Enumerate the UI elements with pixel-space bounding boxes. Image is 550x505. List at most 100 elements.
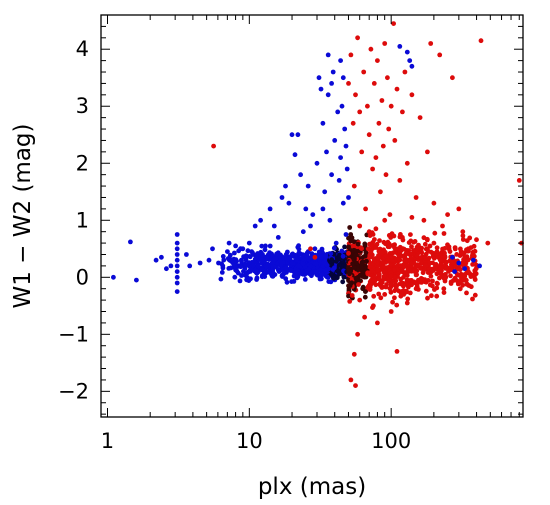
data-point: [308, 223, 313, 229]
data-point: [320, 120, 326, 126]
data-point: [332, 265, 337, 271]
data-point: [448, 273, 453, 279]
y-tick-label: 2: [76, 151, 89, 175]
data-point: [174, 263, 180, 269]
data-point: [390, 299, 395, 305]
data-point: [353, 276, 359, 281]
data-point: [346, 250, 351, 256]
data-point: [174, 280, 180, 286]
data-point: [442, 246, 448, 251]
data-point: [371, 81, 377, 86]
data-point: [437, 257, 443, 263]
data-point: [402, 270, 408, 276]
data-point: [404, 251, 410, 257]
data-point: [428, 273, 434, 279]
data-point: [470, 296, 475, 302]
data-point: [379, 280, 385, 285]
data-point: [392, 295, 397, 301]
data-point: [174, 289, 180, 294]
data-point: [378, 295, 384, 301]
data-point: [368, 243, 374, 248]
data-point: [392, 245, 397, 250]
data-point: [442, 254, 448, 260]
data-point: [429, 268, 435, 274]
data-point: [347, 225, 353, 230]
data-point: [313, 269, 319, 274]
data-point: [211, 143, 217, 149]
data-point: [441, 231, 447, 236]
data-point: [382, 292, 388, 297]
data-point: [405, 258, 411, 264]
data-point: [392, 283, 398, 288]
data-point: [434, 249, 440, 255]
data-point: [400, 235, 405, 240]
data-point: [341, 274, 347, 280]
y-tick-label: 3: [76, 94, 89, 118]
data-point: [413, 272, 419, 278]
data-point: [401, 274, 406, 280]
data-point: [442, 250, 447, 256]
data-point: [153, 257, 159, 263]
data-point: [471, 257, 476, 263]
data-point: [351, 265, 357, 270]
data-point: [284, 279, 290, 285]
data-point: [267, 243, 273, 249]
data-point: [388, 309, 394, 314]
data-point: [404, 279, 409, 285]
data-point: [432, 230, 438, 236]
y-tick-label: −2: [58, 379, 89, 403]
plot-frame: [100, 14, 524, 418]
data-point: [228, 265, 234, 271]
data-point: [333, 240, 339, 246]
data-point: [431, 240, 437, 246]
data-point: [460, 229, 466, 235]
data-point: [313, 261, 319, 267]
data-point: [458, 246, 463, 252]
data-point: [266, 269, 272, 275]
data-point: [259, 267, 265, 273]
data-point: [340, 253, 346, 259]
data-point: [339, 248, 345, 254]
data-point: [262, 247, 268, 253]
data-point: [210, 246, 215, 252]
data-point: [308, 263, 314, 269]
data-point: [388, 289, 394, 295]
data-point: [407, 267, 413, 273]
data-point: [316, 75, 322, 81]
data-point: [367, 233, 373, 239]
x-axis-label: plx (mas): [258, 474, 366, 500]
data-point: [308, 246, 313, 252]
data-point: [174, 252, 180, 257]
data-point: [419, 250, 425, 256]
data-point: [404, 263, 410, 268]
data-point: [271, 257, 277, 262]
data-point: [485, 240, 491, 246]
data-point: [409, 63, 415, 69]
data-point: [366, 229, 372, 235]
data-point: [351, 351, 357, 357]
data-point: [380, 259, 386, 265]
data-point: [300, 229, 306, 235]
data-point: [348, 377, 354, 383]
data-point: [404, 300, 410, 306]
data-point: [438, 265, 444, 271]
data-point: [391, 267, 397, 273]
data-point: [425, 278, 431, 283]
data-point: [346, 235, 351, 241]
data-point: [242, 266, 248, 271]
data-point: [388, 103, 394, 109]
data-point: [305, 254, 311, 260]
data-point: [303, 206, 309, 212]
data-point: [336, 178, 342, 183]
data-point: [292, 252, 298, 258]
data-point: [402, 258, 407, 263]
data-point: [246, 278, 252, 283]
y-tick-label: 4: [76, 37, 89, 61]
data-point: [373, 226, 379, 232]
data-point: [323, 267, 329, 273]
data-point: [419, 245, 424, 251]
data-point: [295, 132, 301, 138]
data-point: [427, 260, 433, 266]
data-point: [400, 246, 406, 252]
data-point: [461, 272, 467, 278]
